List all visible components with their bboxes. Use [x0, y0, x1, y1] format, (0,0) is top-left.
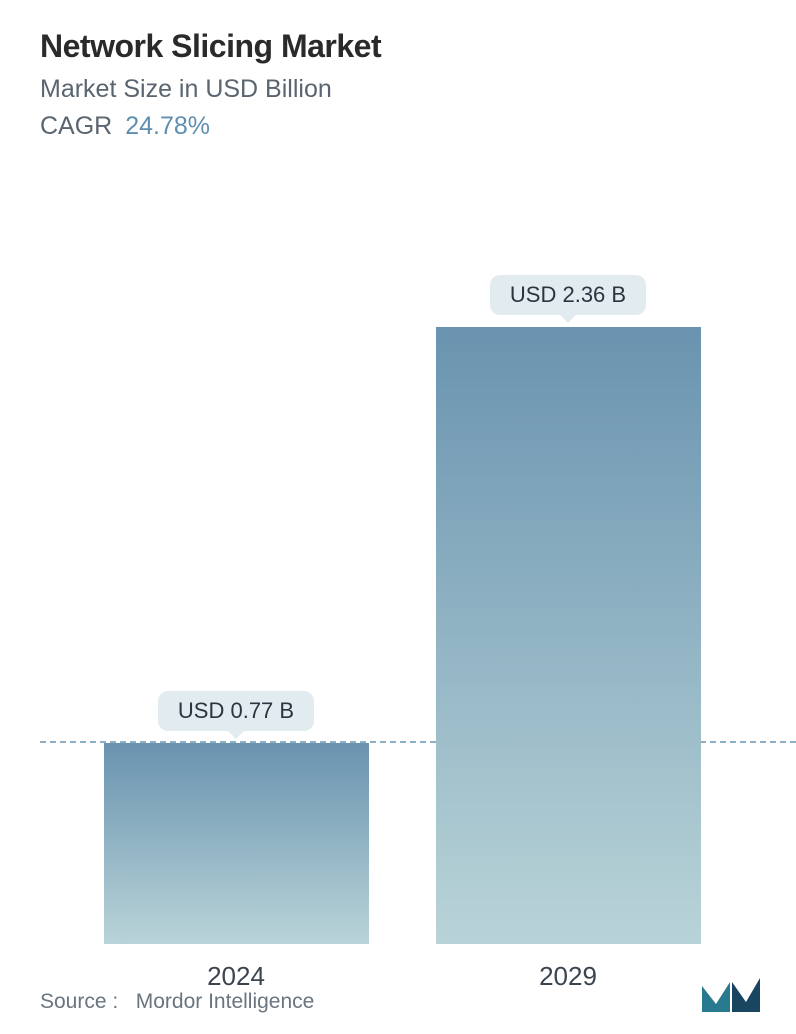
chart-plot-area: USD 0.77 B2024USD 2.36 B2029	[40, 153, 764, 1014]
source-text: Source : Mordor Intelligence	[40, 990, 314, 1014]
bar-value-label: USD 2.36 B	[490, 275, 646, 315]
chart-container: Network Slicing Market Market Size in US…	[0, 0, 796, 1034]
brand-logo-icon	[700, 974, 764, 1014]
source-name: Mordor Intelligence	[136, 990, 315, 1013]
source-label: Source :	[40, 990, 118, 1013]
bar-group-2024: USD 0.77 B2024	[96, 691, 376, 944]
cagr-label: CAGR	[40, 112, 112, 140]
cagr-value: 24.78%	[125, 112, 210, 140]
bar	[104, 743, 369, 944]
bar	[436, 327, 701, 944]
cagr-line: CAGR 24.78%	[40, 112, 764, 141]
chart-subtitle: Market Size in USD Billion	[40, 75, 764, 104]
chart-title: Network Slicing Market	[40, 28, 764, 65]
bar-group-2029: USD 2.36 B2029	[428, 275, 708, 944]
bar-value-label: USD 0.77 B	[158, 691, 314, 731]
chart-footer: Source : Mordor Intelligence	[40, 974, 764, 1014]
bars-group: USD 0.77 B2024USD 2.36 B2029	[40, 264, 764, 944]
